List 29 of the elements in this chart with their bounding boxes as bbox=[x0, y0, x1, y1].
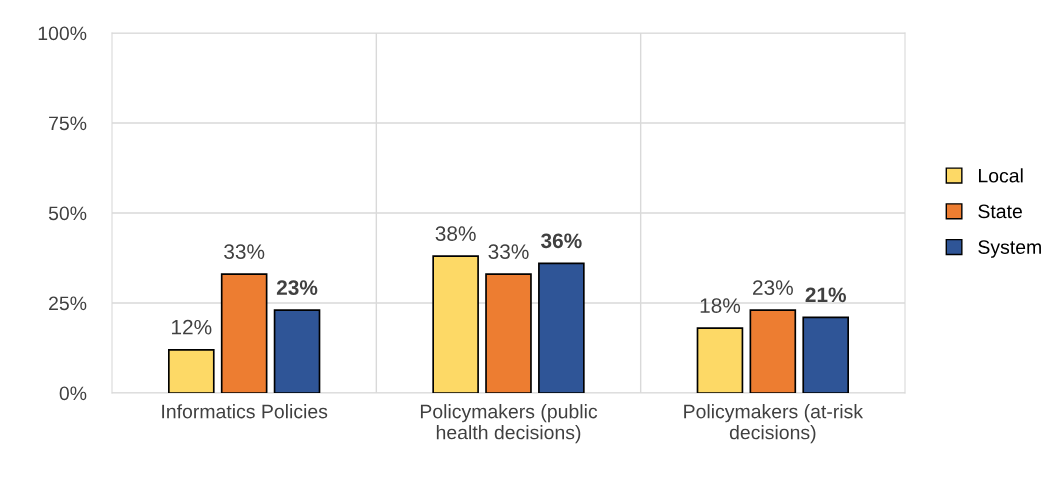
legend-label: Local bbox=[979, 168, 1023, 183]
y-tick-label: 0% bbox=[59, 386, 87, 401]
data-label: 36% bbox=[541, 233, 582, 249]
data-label: 33% bbox=[224, 244, 265, 259]
x-tick-label: Informatics Policies bbox=[162, 404, 328, 419]
data-label: 12% bbox=[172, 319, 212, 335]
data-label: 18% bbox=[700, 298, 741, 313]
legend-label: System bbox=[978, 240, 1041, 258]
bar bbox=[485, 273, 532, 393]
bar bbox=[749, 309, 797, 393]
y-tick-label: 75% bbox=[49, 116, 87, 131]
bar bbox=[538, 262, 585, 393]
bar bbox=[273, 309, 321, 393]
y-tick-label: 100% bbox=[38, 26, 87, 41]
bar bbox=[220, 273, 268, 393]
data-label: 33% bbox=[488, 244, 529, 259]
bar bbox=[696, 327, 744, 393]
bar bbox=[432, 255, 479, 393]
data-label: 38% bbox=[435, 226, 476, 241]
data-label: 21% bbox=[805, 287, 846, 303]
bar bbox=[167, 348, 215, 393]
bar bbox=[802, 316, 850, 393]
x-tick-label: Policymakers (public health decisions) bbox=[420, 404, 598, 444]
y-tick-label: 50% bbox=[48, 206, 87, 221]
legend-label: State bbox=[978, 204, 1022, 219]
x-tick-label: Policymakers (at-risk decisions) bbox=[684, 404, 864, 444]
y-tick-label: 25% bbox=[49, 296, 87, 311]
data-label: 23% bbox=[276, 280, 318, 295]
data-label: 23% bbox=[753, 280, 793, 295]
